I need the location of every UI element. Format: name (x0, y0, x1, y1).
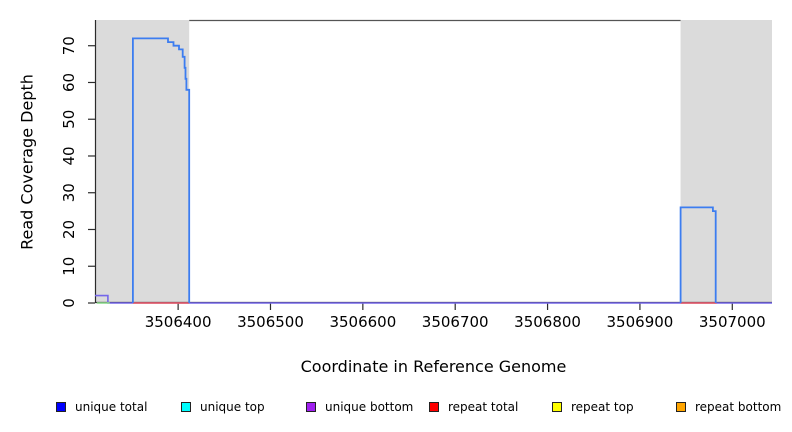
legend-item-unique-top: unique top (181, 399, 265, 415)
y-axis-tick-label: 70 (60, 36, 78, 55)
chart-canvas: 3506400 3506500 3506600 3506700 3506800 35069… (60, 19, 772, 331)
repeat-region-shading (680, 20, 772, 303)
y-axis-title: Read Coverage Depth (17, 74, 37, 250)
y-axis-tick-label: 30 (60, 183, 78, 202)
legend-item-repeat-total: repeat total (429, 399, 518, 415)
legend-swatch-repeat-top (552, 402, 562, 412)
legend-item-repeat-top: repeat top (552, 399, 634, 415)
legend-item-unique-total: unique total (56, 399, 147, 415)
chart-legend: unique total unique top unique bottom repea… (0, 396, 792, 424)
series-unique-total-line (132, 37, 191, 303)
legend-swatch-unique-total (56, 402, 66, 412)
legend-label: unique top (200, 400, 265, 414)
legend-label: unique bottom (325, 400, 414, 414)
legend-swatch-unique-bottom (306, 402, 316, 412)
y-axis-tick-label: 10 (60, 257, 78, 276)
x-axis-tick-label: 3507000 (699, 313, 766, 331)
legend-label: unique total (75, 400, 148, 414)
legend-label: repeat bottom (695, 400, 782, 414)
legend-swatch-repeat-total (429, 402, 439, 412)
x-axis-tick-label: 3506400 (145, 313, 212, 331)
x-axis-tick-label: 3506600 (329, 313, 396, 331)
y-axis-tick-label: 40 (60, 146, 78, 165)
y-axis-tick-label: 50 (60, 110, 78, 129)
repeat-region-shading (95, 20, 190, 303)
x-axis-title: Coordinate in Reference Genome (300, 357, 567, 376)
y-axis-tick-label: 0 (60, 298, 78, 308)
legend-item-repeat-bottom: repeat bottom (676, 399, 781, 415)
series-unique-bottom-baseline-line (95, 294, 772, 304)
x-axis-tick-label: 3506800 (514, 313, 581, 331)
y-axis-tick-label: 20 (60, 220, 78, 239)
x-axis-tick-label: 3506700 (422, 313, 489, 331)
legend-label: repeat top (571, 400, 634, 414)
legend-swatch-repeat-bottom (676, 402, 686, 412)
y-axis-tick-label: 60 (60, 73, 78, 92)
series-unique-total-line (679, 206, 717, 303)
x-axis-tick-label: 3506900 (607, 313, 674, 331)
legend-item-unique-bottom: unique bottom (306, 399, 413, 415)
legend-swatch-unique-top (181, 402, 191, 412)
x-axis-tick-label: 3506500 (237, 313, 304, 331)
legend-label: repeat total (448, 400, 519, 414)
